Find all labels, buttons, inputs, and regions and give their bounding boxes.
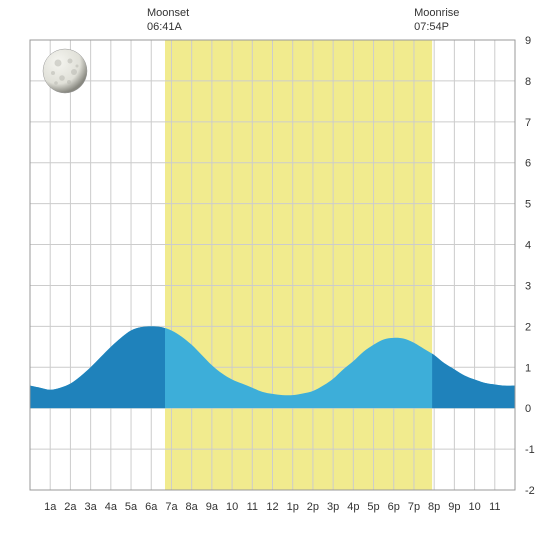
moonset-label: Moonset 06:41A bbox=[147, 6, 189, 35]
moon-icon bbox=[42, 48, 88, 94]
svg-text:11: 11 bbox=[489, 501, 500, 513]
svg-text:3a: 3a bbox=[85, 501, 98, 513]
svg-text:6: 6 bbox=[525, 158, 531, 170]
svg-text:5p: 5p bbox=[367, 501, 379, 513]
svg-text:4: 4 bbox=[525, 240, 531, 252]
svg-text:7a: 7a bbox=[165, 501, 178, 513]
svg-text:0: 0 bbox=[525, 403, 531, 415]
moonrise-time: 07:54P bbox=[414, 21, 449, 33]
svg-text:2: 2 bbox=[525, 321, 531, 333]
svg-text:9a: 9a bbox=[206, 501, 219, 513]
svg-text:9: 9 bbox=[525, 35, 531, 47]
svg-text:6p: 6p bbox=[388, 501, 400, 513]
svg-text:8: 8 bbox=[525, 76, 531, 88]
svg-text:11: 11 bbox=[247, 501, 258, 513]
svg-text:7p: 7p bbox=[408, 501, 420, 513]
svg-text:3p: 3p bbox=[327, 501, 339, 513]
svg-text:7: 7 bbox=[525, 117, 531, 129]
svg-text:4p: 4p bbox=[347, 501, 359, 513]
svg-text:1a: 1a bbox=[44, 501, 57, 513]
svg-text:3: 3 bbox=[525, 280, 531, 292]
svg-text:5: 5 bbox=[525, 199, 531, 211]
svg-text:1: 1 bbox=[525, 362, 531, 374]
svg-text:10: 10 bbox=[468, 501, 480, 513]
svg-text:12: 12 bbox=[266, 501, 278, 513]
svg-text:2a: 2a bbox=[64, 501, 77, 513]
moonrise-label: Moonrise 07:54P bbox=[414, 6, 459, 35]
moonset-title: Moonset bbox=[147, 7, 189, 19]
svg-text:6a: 6a bbox=[145, 501, 158, 513]
svg-text:1p: 1p bbox=[287, 501, 299, 513]
svg-text:8a: 8a bbox=[186, 501, 199, 513]
svg-text:4a: 4a bbox=[105, 501, 118, 513]
moonset-time: 06:41A bbox=[147, 21, 182, 33]
svg-text:8p: 8p bbox=[428, 501, 440, 513]
svg-text:-1: -1 bbox=[525, 444, 535, 456]
svg-text:5a: 5a bbox=[125, 501, 138, 513]
tide-chart: 1a2a3a4a5a6a7a8a9a1011121p2p3p4p5p6p7p8p… bbox=[0, 0, 550, 550]
svg-text:10: 10 bbox=[226, 501, 238, 513]
svg-text:9p: 9p bbox=[448, 501, 460, 513]
svg-text:-2: -2 bbox=[525, 485, 535, 497]
svg-text:2p: 2p bbox=[307, 501, 319, 513]
moonrise-title: Moonrise bbox=[414, 7, 459, 19]
